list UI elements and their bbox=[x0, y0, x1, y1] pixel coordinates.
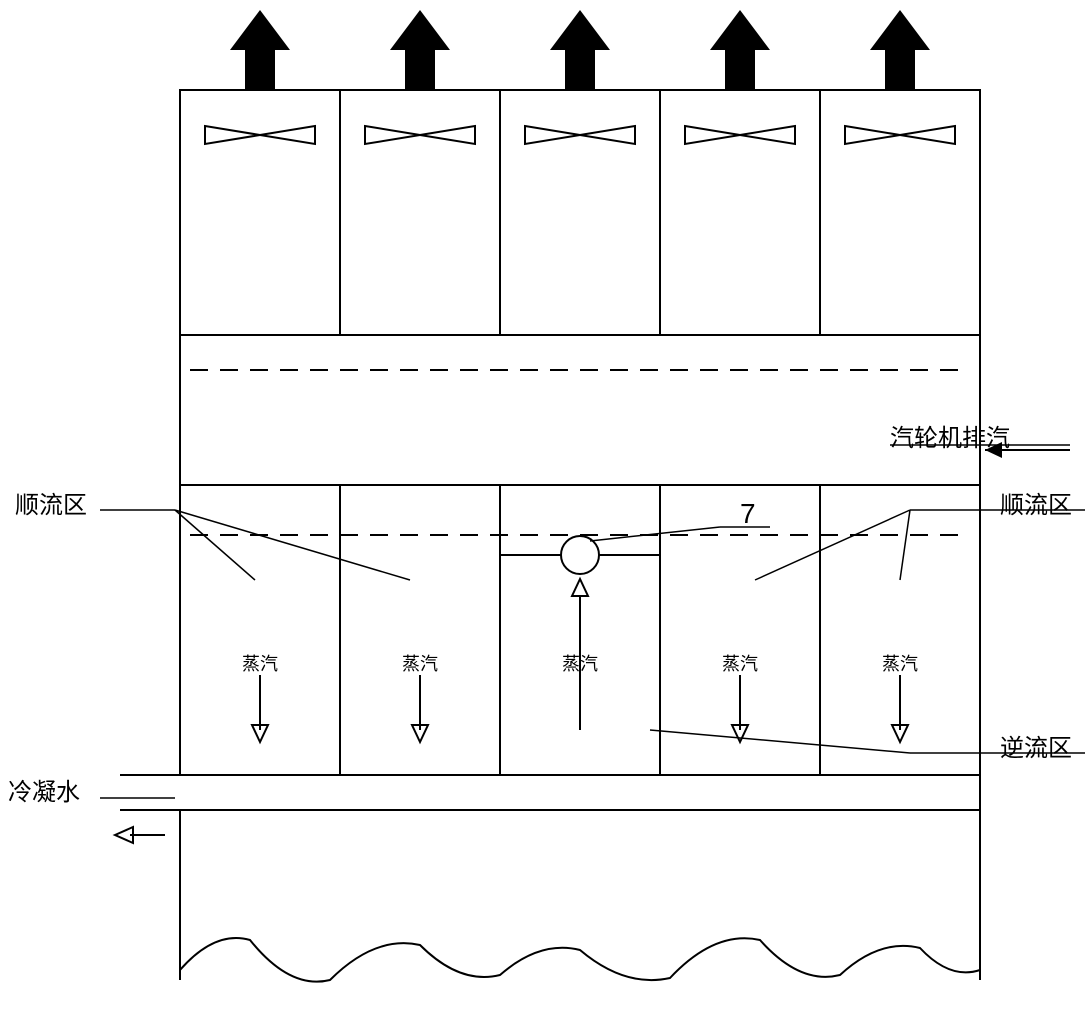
steam-label: 蒸汽 bbox=[562, 650, 598, 676]
probe-number: 7 bbox=[740, 498, 756, 530]
label-upstream-right: 逆流区 bbox=[1000, 728, 1072, 763]
diagram-svg bbox=[100, 10, 1092, 1000]
steam-label: 蒸汽 bbox=[242, 650, 278, 676]
steam-label: 蒸汽 bbox=[402, 650, 438, 676]
label-condensate: 冷凝水 bbox=[8, 772, 80, 807]
label-downstream-left: 顺流区 bbox=[15, 485, 87, 520]
label-downstream-right: 顺流区 bbox=[1000, 485, 1072, 520]
steam-label: 蒸汽 bbox=[882, 650, 918, 676]
steam-label: 蒸汽 bbox=[722, 650, 758, 676]
diagram-root: 汽轮机排汽 顺流区 顺流区 逆流区 冷凝水 7 蒸汽蒸汽蒸汽蒸汽蒸汽 bbox=[100, 10, 980, 1000]
label-turbine-exhaust: 汽轮机排汽 bbox=[890, 418, 1010, 453]
